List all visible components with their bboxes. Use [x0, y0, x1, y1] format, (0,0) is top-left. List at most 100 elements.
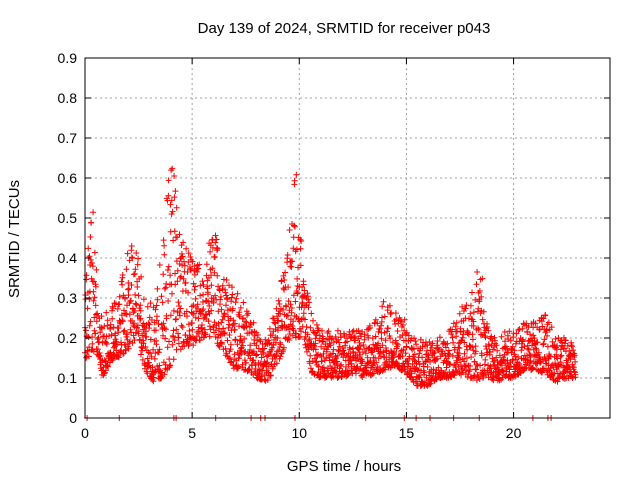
data-point: [154, 296, 161, 303]
data-point: [375, 328, 382, 335]
data-point: [133, 250, 140, 256]
y-tick-label: 0.6: [58, 170, 78, 186]
data-point: [197, 310, 204, 317]
data-point: [475, 326, 482, 333]
y-tick-label: 0.4: [58, 250, 78, 266]
data-point: [127, 338, 133, 345]
data-point: [108, 331, 115, 338]
data-point: [176, 312, 183, 319]
data-point: [534, 339, 541, 346]
data-point: [213, 236, 220, 243]
data-point: [337, 363, 344, 370]
data-point: [557, 346, 564, 353]
data-point: [119, 281, 126, 288]
data-point: [521, 343, 528, 350]
data-point: [430, 366, 437, 373]
data-point: [313, 359, 319, 366]
data-point: [277, 310, 284, 317]
data-point: [475, 305, 482, 312]
data-point: [445, 347, 452, 354]
data-point: [419, 354, 426, 361]
data-point: [215, 320, 222, 327]
data-point: [215, 308, 222, 315]
data-point: [134, 261, 141, 268]
data-point: [443, 364, 450, 371]
data-point: [331, 367, 337, 374]
data-point: [464, 373, 471, 380]
data-point: [453, 319, 460, 326]
data-point: [276, 301, 283, 307]
data-point: [554, 355, 561, 362]
data-point: [270, 315, 277, 322]
data-point: [393, 316, 400, 323]
data-point: [401, 316, 408, 323]
data-point: [127, 297, 134, 304]
data-point: [162, 361, 169, 368]
data-point: [290, 327, 297, 334]
data-point: [205, 298, 212, 305]
data-point: [461, 363, 468, 370]
data-point: [98, 313, 105, 320]
data-point: [264, 359, 271, 366]
data-point: [430, 348, 437, 355]
data-point: [170, 327, 177, 334]
data-point: [200, 281, 207, 288]
data-point: [498, 333, 505, 340]
data-point: [93, 266, 100, 273]
data-point: [153, 302, 160, 309]
data-point: [136, 305, 143, 312]
data-point: [290, 318, 297, 325]
data-point: [173, 326, 180, 333]
data-point: [209, 265, 216, 272]
data-point: [506, 328, 513, 335]
data-point: [453, 333, 460, 340]
data-point: [203, 261, 210, 268]
data-point: [379, 314, 385, 321]
data-point: [377, 353, 384, 360]
data-point: [122, 310, 129, 317]
data-point: [192, 283, 199, 290]
data-point: [103, 341, 110, 347]
data-point: [572, 358, 579, 365]
data-point: [474, 269, 481, 275]
data-point: [135, 328, 142, 335]
data-point: [372, 316, 379, 323]
data-point: [306, 336, 313, 343]
data-point: [144, 370, 151, 377]
y-tick-label: 0.1: [58, 370, 78, 386]
data-point: [175, 299, 182, 306]
data-point: [394, 341, 401, 348]
data-point: [564, 369, 571, 376]
data-point: [429, 340, 436, 347]
data-point: [167, 201, 174, 208]
data-point: [426, 338, 433, 345]
data-point: [281, 286, 288, 293]
data-point: [127, 326, 134, 333]
data-point: [434, 338, 441, 344]
data-point: [176, 309, 183, 316]
data-point: [137, 351, 144, 358]
data-point: [361, 331, 368, 338]
data-point: [380, 298, 387, 305]
data-point: [212, 327, 219, 334]
data-point: [493, 354, 500, 361]
data-point: [473, 281, 480, 288]
data-point: [154, 285, 161, 292]
data-point: [392, 310, 399, 317]
data-point: [496, 352, 503, 359]
data-point: [280, 306, 286, 313]
data-point: [509, 343, 516, 350]
data-point: [486, 343, 493, 349]
data-point: [180, 239, 187, 246]
data-point: [240, 299, 247, 306]
data-point: [142, 343, 149, 350]
data-point: [227, 341, 234, 348]
data-point: [281, 277, 288, 283]
data-point: [114, 341, 121, 348]
data-point: [305, 296, 312, 303]
data-point: [375, 340, 382, 347]
data-point: [359, 358, 366, 365]
data-point: [480, 308, 487, 315]
data-point: [218, 306, 225, 313]
data-point: [92, 302, 99, 309]
